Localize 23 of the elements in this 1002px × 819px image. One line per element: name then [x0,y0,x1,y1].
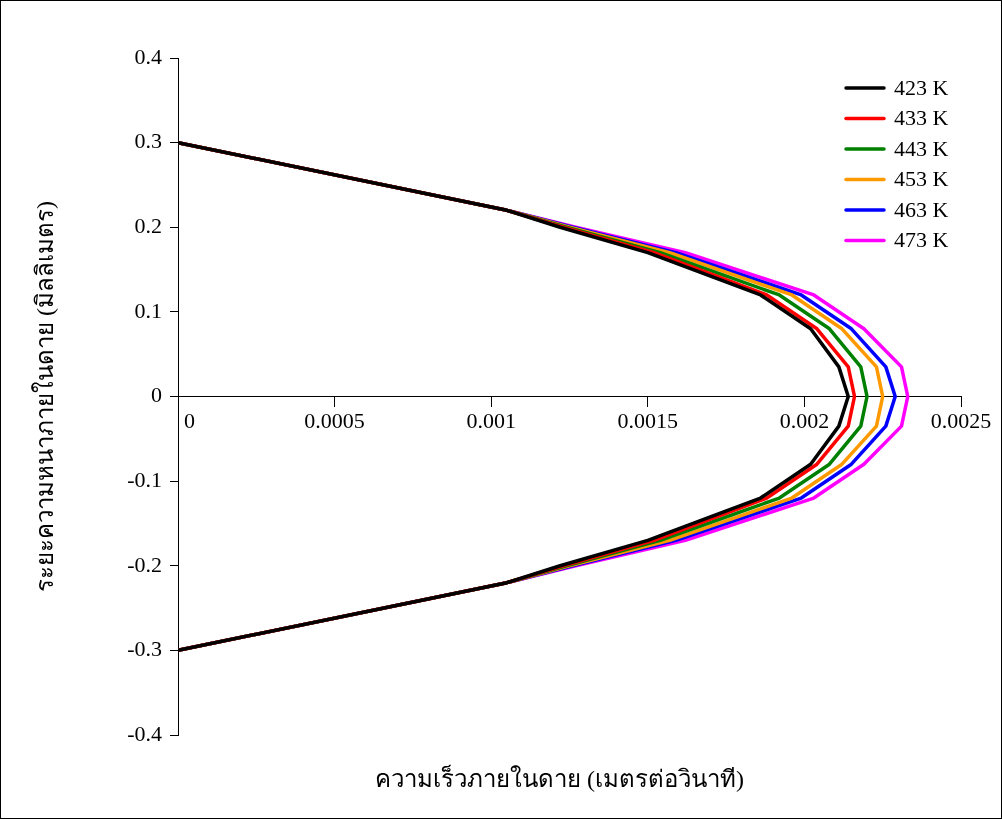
x-tick-label: 0.001 [466,408,516,434]
y-tick-label: 0.1 [134,297,162,323]
x-tick-label: 0.0005 [304,408,365,434]
x-axis-title: ความเร็วภายในดาย (เมตรต่อวินาที) [375,764,744,793]
y-tick-label: 0 [151,382,162,408]
x-tick-label: 0 [184,408,195,434]
legend-label: 473 K [894,227,949,253]
y-tick-label: 0.3 [134,128,162,154]
legend-label: 423 K [894,74,949,100]
legend-label: 463 K [894,196,949,222]
x-tick-label: 0.002 [779,408,830,434]
y-axis-title: ระยะความหนาภายในดาย (มิลลิเมตร) [31,201,59,592]
y-tick-label: -0.3 [127,636,162,662]
legend-label: 433 K [894,105,949,131]
y-tick-label: -0.2 [127,551,162,577]
y-tick-label: -0.1 [127,466,162,492]
legend-label: 443 K [894,135,949,161]
legend-label: 453 K [894,166,949,192]
x-tick-label: 0.0025 [930,408,992,434]
x-tick-label: 0.0015 [617,408,679,434]
y-tick-label: 0.4 [134,43,162,69]
y-tick-label: 0.2 [134,213,162,239]
y-tick-label: -0.4 [127,720,162,746]
